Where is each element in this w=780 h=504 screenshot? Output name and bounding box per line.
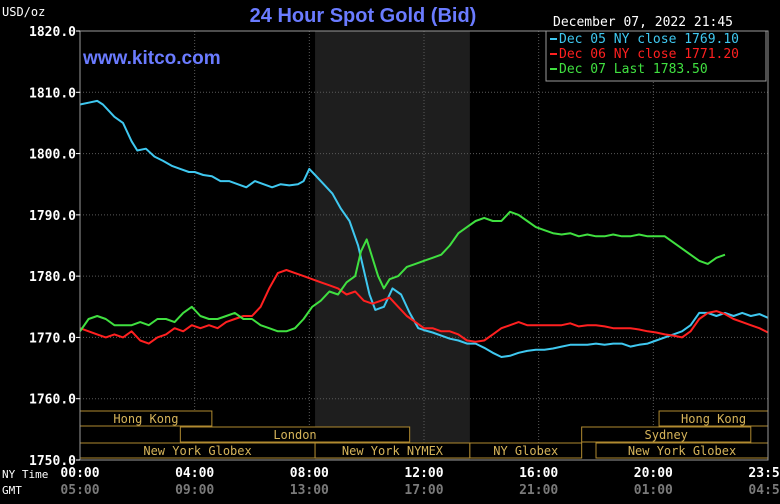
y-tick-label: 1760.0 (29, 393, 76, 408)
x-tick-label-gmt: 09:00 (175, 483, 214, 498)
x-tick-label-gmt: 17:00 (404, 483, 443, 498)
y-tick-label: 1770.0 (29, 331, 76, 346)
session-label: Hong Kong (113, 412, 178, 426)
y-tick-label: 1790.0 (29, 209, 76, 224)
x-tick-label-gmt: 13:00 (290, 483, 329, 498)
session-label: New York Globex (143, 444, 251, 458)
x-tick-label-gmt: 21:00 (519, 483, 558, 498)
y-tick-label: 1780.0 (29, 270, 76, 285)
x-tick-label-ny: 12:00 (404, 466, 443, 481)
x-tick-label-ny: 04:00 (175, 466, 214, 481)
x-tick-label-ny: 16:00 (519, 466, 558, 481)
y-axis-label: USD/oz (2, 5, 45, 19)
legend-entry-3: Dec 07 Last 1783.50 (559, 62, 708, 77)
x-tick-label-gmt: 05:00 (60, 483, 99, 498)
x-tick-label-ny: 00:00 (60, 466, 99, 481)
y-tick-label: 1750.0 (29, 454, 76, 469)
plot-frame (79, 30, 769, 461)
y-tick-label: 1810.0 (29, 86, 76, 101)
x-tick-label-ny: 20:00 (634, 466, 673, 481)
series-line-3 (79, 210, 726, 333)
session-box (469, 442, 583, 459)
ny-time-label: NY Time (2, 468, 48, 481)
x-tick-label-ny: 23:59 (748, 466, 780, 481)
gmt-label: GMT (2, 484, 22, 497)
x-tick-label-ny: 08:00 (290, 466, 329, 481)
nymex-session-shade (315, 31, 470, 460)
y-tick-label: 1820.0 (29, 25, 76, 40)
session-label: NY Globex (493, 444, 558, 458)
session-label: New York Globex (628, 444, 736, 458)
session-box (179, 426, 411, 443)
session-label: London (273, 428, 316, 442)
x-tick-label-gmt: 01:00 (634, 483, 673, 498)
legend-box (545, 30, 767, 82)
timestamp: December 07, 2022 21:45 (553, 15, 733, 30)
legend-entry-1: Dec 05 NY close 1769.10 (559, 32, 739, 47)
session-label: New York NYMEX (342, 444, 444, 458)
legend-entry-2: Dec 06 NY close 1771.20 (559, 47, 739, 62)
series-line-1 (79, 99, 769, 358)
x-tick-label-gmt: 04:59 (748, 483, 780, 498)
chart-title: 24 Hour Spot Gold (Bid) (250, 5, 477, 27)
y-tick-label: 1800.0 (29, 148, 76, 163)
session-box (581, 426, 752, 443)
series-line-2 (79, 269, 769, 345)
session-label: Hong Kong (681, 412, 746, 426)
watermark: www.kitco.com (82, 48, 221, 69)
session-label: Sydney (645, 428, 688, 442)
